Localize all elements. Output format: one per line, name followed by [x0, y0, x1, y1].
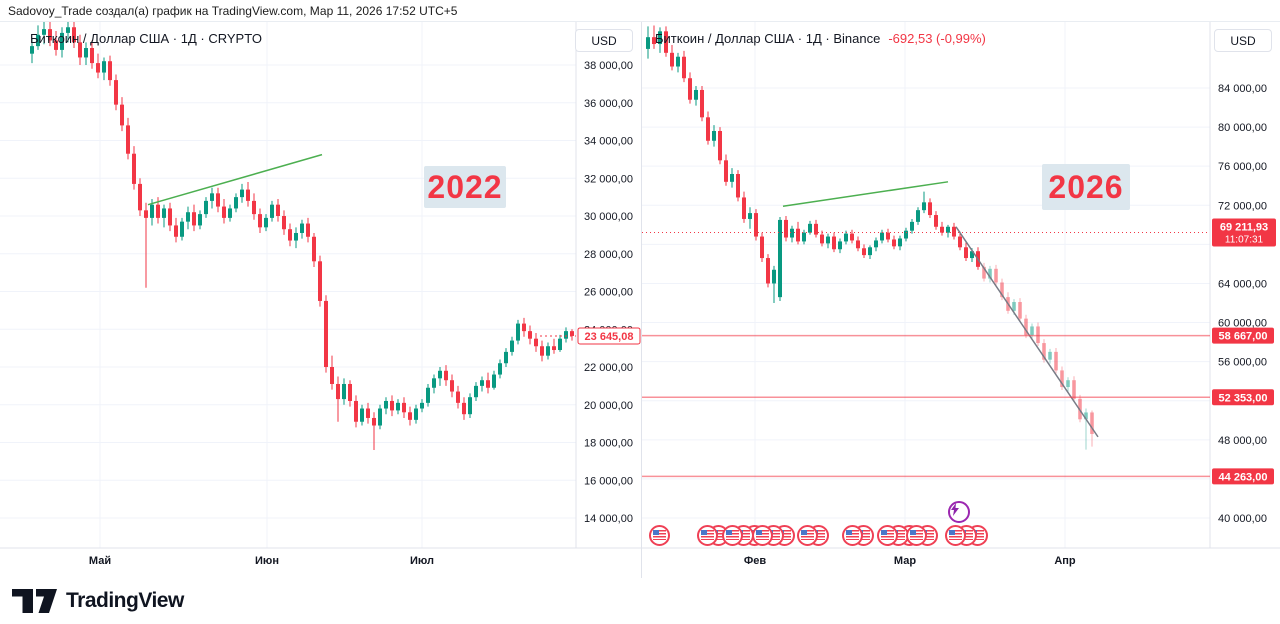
trendline	[147, 153, 323, 206]
svg-text:52 353,00: 52 353,00	[1219, 392, 1268, 404]
price-change-label: -692,53 (-0,99%)	[888, 31, 986, 46]
time-axis-labels: Фев Мар Апр	[744, 555, 1076, 567]
symbol-label: Биткоин / Доллар США · 1Д · Binance	[655, 31, 881, 46]
currency-button-2026[interactable]: USD	[1214, 29, 1272, 52]
candles-layer	[646, 25, 1094, 450]
trendline	[955, 226, 1099, 438]
price-chart-canvas-2026[interactable]: 84 000,00 80 000,00 76 000,00 72 000,00 64 0…	[642, 22, 1280, 578]
price-axis-labels: 84 000,00 80 000,00 76 000,00 72 000,00 64 0…	[1218, 83, 1267, 525]
us-flag-graphic	[726, 530, 739, 540]
svg-text:28 000,00: 28 000,00	[584, 249, 633, 261]
us-flag-graphic	[949, 530, 962, 540]
year-badge-2026[interactable]: 2026	[1042, 164, 1130, 210]
svg-text:14 000,00: 14 000,00	[584, 513, 633, 525]
pane-divider	[641, 22, 642, 578]
price-axis-labels: 38 000,00 36 000,00 34 000,00 32 000,00 30 0…	[584, 60, 633, 525]
svg-text:26 000,00: 26 000,00	[584, 287, 633, 299]
svg-text:48 000,00: 48 000,00	[1218, 435, 1267, 447]
attribution-text: Sadovoy_Trade создал(а) график на Tradin…	[8, 3, 458, 18]
svg-text:30 000,00: 30 000,00	[584, 211, 633, 223]
svg-text:18 000,00: 18 000,00	[584, 438, 633, 450]
svg-text:11:07:31: 11:07:31	[1225, 235, 1264, 246]
svg-text:72 000,00: 72 000,00	[1218, 200, 1267, 212]
us-economic-event-flag-icon[interactable]	[722, 524, 743, 546]
svg-text:40 000,00: 40 000,00	[1218, 513, 1267, 525]
level-price-label: 44 263,00	[1212, 468, 1274, 485]
us-economic-event-flag-icon[interactable]	[797, 524, 818, 546]
chart-title-2026[interactable]: Биткоин / Доллар США · 1Д · Binance -692,…	[655, 31, 986, 46]
svg-text:23 645,08: 23 645,08	[585, 331, 634, 343]
us-flag-graphic	[846, 530, 859, 540]
lightning-event-icon[interactable]	[948, 501, 970, 523]
us-flag-graphic	[801, 530, 814, 540]
last-price-label: 23 645,08	[577, 327, 641, 345]
us-economic-event-flag-icon[interactable]	[697, 524, 718, 546]
us-flag-graphic	[756, 530, 769, 540]
footer-bar: TradingView	[0, 578, 1280, 624]
svg-text:Фев: Фев	[744, 555, 767, 567]
svg-text:80 000,00: 80 000,00	[1218, 122, 1267, 134]
us-flag-graphic	[653, 530, 666, 540]
svg-text:44 263,00: 44 263,00	[1219, 471, 1268, 483]
grid-layer	[0, 22, 576, 548]
level-price-label: 52 353,00	[1212, 389, 1274, 406]
chart-2022-pane: 38 000,00 36 000,00 34 000,00 32 000,00 30 0…	[0, 22, 641, 578]
svg-text:60 000,00: 60 000,00	[1218, 318, 1267, 330]
us-economic-event-flag-icon[interactable]	[877, 524, 898, 546]
us-economic-event-flag-icon[interactable]	[752, 524, 773, 546]
svg-text:76 000,00: 76 000,00	[1218, 161, 1267, 173]
currency-button-2022[interactable]: USD	[575, 29, 633, 52]
svg-text:64 000,00: 64 000,00	[1218, 278, 1267, 290]
attribution-bar: Sadovoy_Trade создал(а) график на Tradin…	[0, 0, 1280, 22]
svg-text:20 000,00: 20 000,00	[584, 400, 633, 412]
tradingview-logo-icon	[12, 589, 57, 613]
svg-text:34 000,00: 34 000,00	[584, 136, 633, 148]
price-chart-canvas-2022[interactable]: 38 000,00 36 000,00 34 000,00 32 000,00 30 0…	[0, 22, 641, 578]
level-price-label: 58 667,00	[1212, 327, 1274, 344]
svg-text:32 000,00: 32 000,00	[584, 173, 633, 185]
symbol-label: Биткоин / Доллар США · 1Д · CRYPTO	[30, 31, 263, 46]
tradingview-logo-text: TradingView	[66, 589, 184, 612]
chart-2026-pane: 84 000,00 80 000,00 76 000,00 72 000,00 64 0…	[642, 22, 1280, 578]
grid-layer	[642, 22, 1210, 548]
svg-text:69 211,93: 69 211,93	[1220, 222, 1268, 234]
us-flag-graphic	[910, 530, 923, 540]
year-badge-2022[interactable]: 2022	[424, 166, 506, 208]
us-economic-event-flag-icon[interactable]	[906, 524, 927, 546]
svg-text:Мар: Мар	[894, 555, 916, 567]
lightning-bolt-glyph	[951, 503, 959, 516]
svg-text:56 000,00: 56 000,00	[1218, 357, 1267, 369]
tradingview-logo[interactable]: TradingView	[12, 589, 184, 613]
svg-text:Апр: Апр	[1054, 555, 1076, 567]
time-axis-labels: Май Июн Июл	[89, 555, 434, 567]
svg-text:Май: Май	[89, 555, 111, 567]
us-flag-graphic	[701, 530, 714, 540]
us-economic-event-flag-icon[interactable]	[649, 524, 670, 546]
svg-text:84 000,00: 84 000,00	[1218, 83, 1267, 95]
svg-text:Июн: Июн	[255, 555, 279, 567]
trendline	[782, 181, 949, 207]
svg-text:36 000,00: 36 000,00	[584, 98, 633, 110]
us-economic-event-flag-icon[interactable]	[842, 524, 863, 546]
candles-layer	[30, 22, 574, 451]
svg-text:Июл: Июл	[410, 555, 434, 567]
svg-text:16 000,00: 16 000,00	[584, 475, 633, 487]
chart-title-2022[interactable]: Биткоин / Доллар США · 1Д · CRYPTO	[30, 31, 262, 46]
us-flag-graphic	[881, 530, 894, 540]
us-economic-event-flag-icon[interactable]	[945, 524, 966, 546]
svg-text:38 000,00: 38 000,00	[584, 60, 633, 72]
svg-text:58 667,00: 58 667,00	[1219, 331, 1268, 343]
svg-text:22 000,00: 22 000,00	[584, 362, 633, 374]
